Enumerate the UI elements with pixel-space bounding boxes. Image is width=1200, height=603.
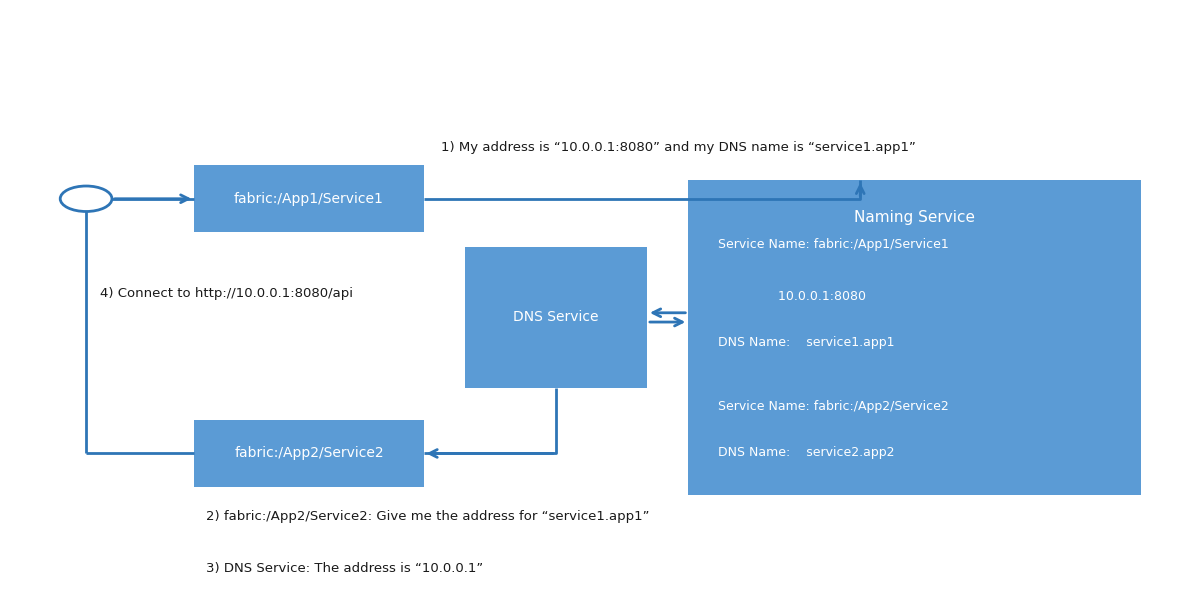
Text: 3) DNS Service: The address is “10.0.0.1”: 3) DNS Service: The address is “10.0.0.1… (206, 562, 484, 575)
Bar (194, 165, 424, 232)
Text: fabric:/App2/Service2: fabric:/App2/Service2 (234, 446, 384, 461)
Text: Service Name: fabric:/App2/Service2: Service Name: fabric:/App2/Service2 (718, 400, 948, 413)
Text: fabric:/App1/Service1: fabric:/App1/Service1 (234, 192, 384, 206)
Bar (464, 247, 647, 388)
Text: 2) fabric:/App2/Service2: Give me the address for “service1.app1”: 2) fabric:/App2/Service2: Give me the ad… (206, 510, 649, 523)
Bar (689, 180, 1141, 496)
Text: 4) Connect to http://10.0.0.1:8080/api: 4) Connect to http://10.0.0.1:8080/api (101, 287, 353, 300)
Text: 1) My address is “10.0.0.1:8080” and my DNS name is “service1.app1”: 1) My address is “10.0.0.1:8080” and my … (442, 141, 916, 154)
Text: Service Name: fabric:/App1/Service1: Service Name: fabric:/App1/Service1 (718, 238, 948, 251)
Bar (194, 420, 424, 487)
Text: 10.0.0.1:8080: 10.0.0.1:8080 (718, 290, 865, 303)
Text: Naming Service: Naming Service (854, 210, 976, 225)
Text: DNS Name:    service1.app1: DNS Name: service1.app1 (718, 336, 894, 349)
Text: DNS Name:    service2.app2: DNS Name: service2.app2 (718, 446, 894, 459)
Text: DNS Service: DNS Service (514, 311, 599, 324)
